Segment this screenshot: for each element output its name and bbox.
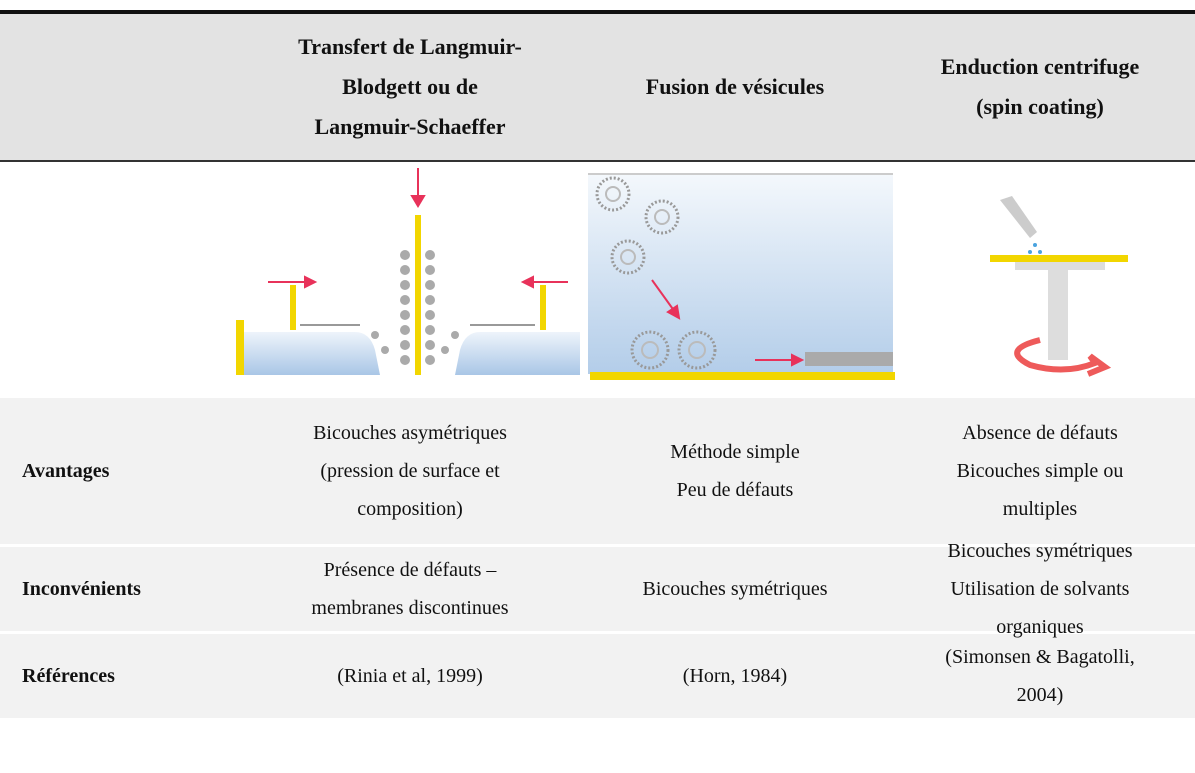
table-cell: Bicouches symétriques bbox=[585, 547, 885, 631]
cell-text: Bicouches symétriques bbox=[642, 578, 828, 600]
cell-text: (Rinia et al, 1999) bbox=[337, 665, 483, 687]
table-cell: (Simonsen & Bagatolli, 2004) bbox=[885, 634, 1195, 718]
spin-coating-diagram bbox=[990, 196, 1128, 377]
table-cell: Absence de défauts Bicouches simple ou mul… bbox=[885, 398, 1195, 544]
table-cell: Bicouches symétriques Utilisation de solv… bbox=[885, 540, 1195, 638]
vesicle-fusion-diagram bbox=[588, 173, 895, 380]
cell-text: 2004) bbox=[1016, 684, 1064, 706]
cell-text: Enduction centrifuge bbox=[940, 54, 1140, 79]
cell-text: (Simonsen & Bagatolli, bbox=[945, 646, 1135, 668]
cell-text: (Horn, 1984) bbox=[682, 665, 788, 687]
cell-text: Peu de défauts bbox=[676, 479, 794, 501]
cell-text: Bicouches symétriques bbox=[947, 540, 1133, 562]
header-cell: Enduction centrifuge (spin coating) bbox=[885, 14, 1195, 160]
cell-text: Fusion de vésicules bbox=[645, 74, 825, 99]
row-label: Références bbox=[22, 665, 115, 687]
cell-text: Absence de défauts bbox=[962, 422, 1118, 444]
cell-text: (pression de surface et bbox=[320, 460, 500, 482]
cell-text: Blodgett ou de bbox=[342, 74, 478, 99]
row-background bbox=[0, 547, 1195, 631]
row-background bbox=[0, 398, 1195, 544]
table-cell: Bicouches asymétriques (pression de surfa… bbox=[235, 398, 585, 544]
cell-text: membranes discontinues bbox=[311, 597, 509, 619]
row-label: Avantages bbox=[22, 460, 110, 482]
cell-text: (spin coating) bbox=[976, 94, 1104, 119]
cell-text: Bicouches simple ou bbox=[956, 460, 1124, 482]
cell-text: Présence de défauts – bbox=[323, 559, 497, 581]
cell-text: Bicouches asymétriques bbox=[313, 422, 507, 444]
cell-text: organiques bbox=[996, 616, 1084, 638]
cell-text: Utilisation de solvants bbox=[950, 578, 1130, 600]
table-cell: (Rinia et al, 1999) bbox=[235, 634, 585, 718]
cell-text: multiples bbox=[1002, 498, 1078, 520]
cell-text: Transfert de Langmuir- bbox=[298, 34, 522, 59]
table-cell: (Horn, 1984) bbox=[585, 634, 885, 718]
langmuir-blodgett-diagram bbox=[236, 168, 580, 375]
header-background bbox=[0, 10, 1195, 162]
header-cell: Fusion de vésicules bbox=[585, 14, 885, 160]
table-cell: Présence de défauts – membranes discontin… bbox=[235, 547, 585, 631]
cell-text: Méthode simple bbox=[670, 441, 800, 463]
header-cell: Transfert de Langmuir- Blodgett ou de Lang… bbox=[235, 14, 585, 160]
cell-text: Langmuir-Schaeffer bbox=[314, 114, 506, 139]
row-background bbox=[0, 634, 1195, 718]
row-label: Inconvénients bbox=[22, 578, 141, 600]
illustrations bbox=[236, 168, 1128, 380]
table-cell: Méthode simple Peu de défauts bbox=[585, 398, 885, 544]
cell-text: composition) bbox=[357, 498, 463, 520]
